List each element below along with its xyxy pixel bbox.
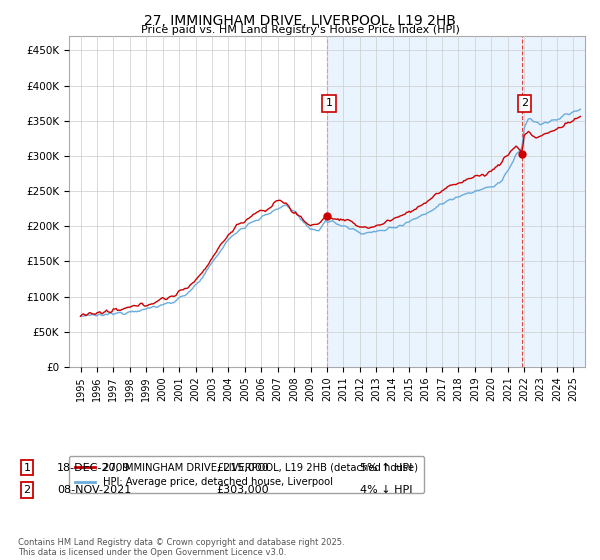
Text: 4% ↓ HPI: 4% ↓ HPI bbox=[360, 485, 413, 495]
Text: 08-NOV-2021: 08-NOV-2021 bbox=[57, 485, 131, 495]
Text: 1: 1 bbox=[23, 463, 31, 473]
Text: 27, IMMINGHAM DRIVE, LIVERPOOL, L19 2HB: 27, IMMINGHAM DRIVE, LIVERPOOL, L19 2HB bbox=[144, 14, 456, 28]
Text: 1: 1 bbox=[325, 98, 332, 108]
Text: 5% ↑ HPI: 5% ↑ HPI bbox=[360, 463, 412, 473]
Text: 2: 2 bbox=[23, 485, 31, 495]
Text: £303,000: £303,000 bbox=[216, 485, 269, 495]
Legend: 27, IMMINGHAM DRIVE, LIVERPOOL, L19 2HB (detached house), HPI: Average price, de: 27, IMMINGHAM DRIVE, LIVERPOOL, L19 2HB … bbox=[69, 456, 424, 493]
Text: 2: 2 bbox=[521, 98, 528, 108]
Text: Price paid vs. HM Land Registry's House Price Index (HPI): Price paid vs. HM Land Registry's House … bbox=[140, 25, 460, 35]
Text: £215,000: £215,000 bbox=[216, 463, 269, 473]
Text: 18-DEC-2009: 18-DEC-2009 bbox=[57, 463, 131, 473]
Text: Contains HM Land Registry data © Crown copyright and database right 2025.
This d: Contains HM Land Registry data © Crown c… bbox=[18, 538, 344, 557]
Bar bbox=[326, 36, 585, 367]
